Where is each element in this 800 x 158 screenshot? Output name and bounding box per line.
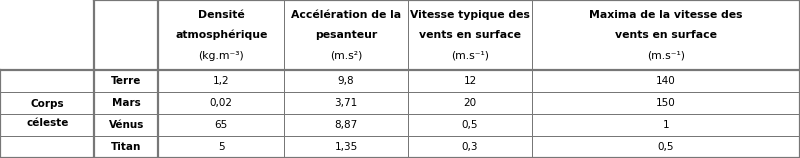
Bar — [158, 114, 284, 136]
Text: Maxima de la vitesse des: Maxima de la vitesse des — [590, 10, 742, 20]
Bar — [532, 70, 800, 92]
Bar — [94, 92, 158, 114]
Bar — [284, 0, 408, 70]
Bar — [158, 70, 284, 92]
Bar — [158, 92, 284, 114]
Bar — [158, 136, 284, 158]
Text: pesanteur: pesanteur — [315, 30, 377, 40]
Text: vents en surface: vents en surface — [419, 30, 521, 40]
Bar — [408, 92, 532, 114]
Text: Accélération de la: Accélération de la — [291, 10, 401, 20]
Bar — [0, 136, 94, 158]
Text: (kg.m⁻³): (kg.m⁻³) — [198, 51, 244, 61]
Text: Mars: Mars — [112, 98, 141, 108]
Bar — [0, 92, 94, 114]
Bar — [0, 70, 94, 92]
Bar — [94, 114, 158, 136]
Text: (m.s⁻¹): (m.s⁻¹) — [451, 51, 489, 61]
Text: Titan: Titan — [111, 142, 142, 152]
Bar — [284, 70, 408, 92]
Text: 8,87: 8,87 — [334, 120, 358, 130]
Bar — [532, 114, 800, 136]
Text: 20: 20 — [463, 98, 477, 108]
Text: 0,02: 0,02 — [210, 98, 233, 108]
Bar — [0, 114, 94, 136]
Text: 9,8: 9,8 — [338, 76, 354, 86]
Bar — [94, 136, 158, 158]
Bar — [0, 70, 94, 158]
Text: vents en surface: vents en surface — [615, 30, 717, 40]
Text: 140: 140 — [656, 76, 676, 86]
Bar — [284, 136, 408, 158]
Text: 5: 5 — [218, 142, 225, 152]
Bar — [94, 70, 158, 92]
Bar — [408, 136, 532, 158]
Text: 65: 65 — [214, 120, 228, 130]
Text: Vitesse typique des: Vitesse typique des — [410, 10, 530, 20]
Text: atmosphérique: atmosphérique — [175, 30, 267, 40]
Text: 12: 12 — [463, 76, 477, 86]
Text: 150: 150 — [656, 98, 676, 108]
Text: Densité: Densité — [198, 10, 245, 20]
Bar — [408, 0, 532, 70]
Text: Corps: Corps — [30, 99, 64, 109]
Text: céleste: céleste — [26, 118, 68, 128]
Text: 0,5: 0,5 — [658, 142, 674, 152]
Text: 0,5: 0,5 — [462, 120, 478, 130]
Text: Terre: Terre — [111, 76, 142, 86]
Bar — [284, 92, 408, 114]
Bar — [532, 136, 800, 158]
Bar — [284, 114, 408, 136]
Bar — [408, 114, 532, 136]
Text: (m.s²): (m.s²) — [330, 51, 362, 61]
Bar — [0, 0, 158, 70]
Bar — [408, 70, 532, 92]
Text: 1,35: 1,35 — [334, 142, 358, 152]
Text: 1: 1 — [662, 120, 670, 130]
Bar — [158, 0, 284, 70]
Bar — [532, 92, 800, 114]
Text: Vénus: Vénus — [109, 120, 144, 130]
Text: 1,2: 1,2 — [213, 76, 230, 86]
Bar — [532, 0, 800, 70]
Text: (m.s⁻¹): (m.s⁻¹) — [647, 51, 685, 61]
Text: 3,71: 3,71 — [334, 98, 358, 108]
Text: 0,3: 0,3 — [462, 142, 478, 152]
